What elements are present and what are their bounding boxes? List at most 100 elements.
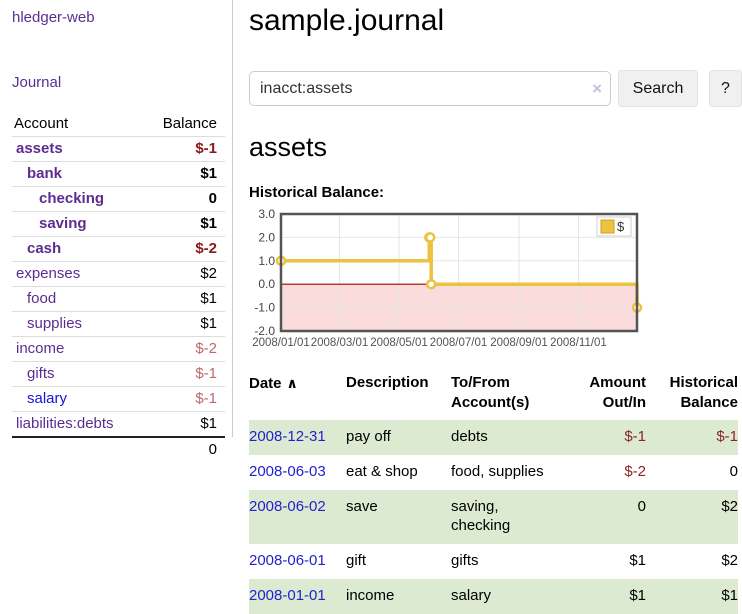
register-table: Date ∧ Description To/From Account(s) Amou… — [249, 370, 738, 614]
legend-swatch — [600, 219, 615, 234]
sidebar-account-balance: $2 — [200, 265, 217, 282]
sidebar-account-balance: $-2 — [195, 340, 217, 357]
register-amount: $-2 — [624, 463, 646, 480]
sidebar-account-link[interactable]: liabilities:debts — [16, 415, 114, 432]
y-tick-label: 0.0 — [258, 277, 275, 291]
sort-ascending-icon: ∧ — [286, 375, 298, 391]
search-input[interactable] — [249, 71, 611, 106]
sidebar-account-balance: $-2 — [195, 240, 217, 257]
register-balance: $2 — [721, 498, 738, 515]
sidebar-account-row: bank $1 — [12, 161, 225, 186]
register-balance: 0 — [729, 463, 738, 480]
sidebar-account-link[interactable]: gifts — [27, 365, 55, 382]
y-tick-label: 1.0 — [258, 254, 275, 268]
sidebar-account-link[interactable]: checking — [39, 190, 105, 207]
register-date-link[interactable]: 2008-01-01 — [249, 587, 326, 604]
balance-column-header: Balance — [162, 115, 217, 132]
sidebar-account-row: gifts $-1 — [12, 361, 225, 386]
sidebar: hledger-web Journal Account Balance asse… — [0, 0, 233, 458]
main-content: sample.journal × Search ? assets Histori… — [249, 0, 742, 614]
register-amount: $1 — [629, 587, 646, 604]
register-row: 2008-06-01 gift gifts $1 $2 — [249, 544, 738, 579]
sidebar-account-row: saving $1 — [12, 211, 225, 236]
y-tick-label: 3.0 — [258, 207, 275, 221]
register-amount: $1 — [629, 552, 646, 569]
sidebar-account-balance: $1 — [200, 315, 217, 332]
sidebar-account-row: liabilities:debts $1 — [12, 411, 225, 436]
sidebar-account-row: assets $-1 — [12, 136, 225, 161]
register-row: 2008-01-01 income salary $1 $1 — [249, 579, 738, 614]
sidebar-account-link[interactable]: bank — [27, 165, 63, 182]
clear-search-icon[interactable]: × — [592, 79, 602, 98]
sidebar-account-balance: $1 — [200, 215, 217, 232]
y-tick-label: -2.0 — [254, 324, 275, 338]
register-accounts: food, supplies — [451, 463, 544, 480]
register-row: 2008-06-03 eat & shop food, supplies $-2… — [249, 455, 738, 490]
app-title-link[interactable]: hledger-web — [12, 9, 95, 26]
register-accounts: gifts — [451, 552, 479, 569]
sidebar-account-link[interactable]: cash — [27, 240, 62, 257]
data-point-marker — [425, 278, 437, 290]
register-description: gift — [346, 552, 367, 569]
sidebar-account-link[interactable]: income — [16, 340, 65, 357]
register-date-link[interactable]: 2008-06-01 — [249, 552, 326, 569]
sidebar-account-link[interactable]: expenses — [16, 265, 81, 282]
register-accounts: debts — [451, 428, 488, 445]
search-form: × Search ? — [249, 70, 742, 107]
x-tick-label: 2008/01/01 — [252, 337, 310, 349]
chart-title: Historical Balance: — [249, 184, 385, 201]
register-accounts: salary — [451, 587, 492, 604]
x-tick-label: 2008/11/01 — [550, 337, 607, 349]
search-button[interactable]: Search — [618, 70, 698, 107]
sidebar-item-journal[interactable]: Journal — [12, 74, 62, 91]
amount-column-header: Amount Out/In — [589, 374, 646, 411]
register-description: eat & shop — [346, 463, 418, 480]
register-balance: $-1 — [716, 428, 738, 445]
sidebar-account-link[interactable]: salary — [27, 390, 68, 407]
register-description: pay off — [346, 428, 391, 445]
register-amount: 0 — [637, 498, 646, 515]
register-accounts: saving, checking — [451, 498, 511, 534]
historical-balance-chart: $3.0 2.0 1.0 0.0 -1.0 -2.0 2008/01/01 2008/03/0… — [249, 207, 649, 355]
x-tick-label: 2008/05/01 — [370, 337, 428, 349]
sidebar-account-row: income $-2 — [12, 336, 225, 361]
register-amount: $-1 — [624, 428, 646, 445]
account-heading: assets — [249, 132, 328, 162]
register-date-link[interactable]: 2008-06-02 — [249, 498, 326, 515]
data-point-marker — [424, 232, 436, 243]
register-date-link[interactable]: 2008-12-31 — [249, 428, 326, 445]
legend-label: $ — [617, 219, 625, 234]
sidebar-account-balance: $-1 — [195, 140, 217, 157]
balance-column-header: Historical Balance — [669, 374, 738, 411]
register-date-link[interactable]: 2008-06-03 — [249, 463, 326, 480]
sidebar-account-link[interactable]: assets — [16, 140, 63, 157]
register-description: income — [346, 587, 395, 604]
sidebar-account-link[interactable]: food — [27, 290, 57, 307]
description-column-header: Description — [346, 374, 429, 391]
x-tick-label: 2008/07/01 — [430, 337, 488, 349]
register-balance: $1 — [721, 587, 738, 604]
x-tick-label: 2008/03/01 — [311, 337, 369, 349]
register-description: save — [346, 498, 378, 515]
sidebar-account-link[interactable]: supplies — [27, 315, 83, 332]
help-button[interactable]: ? — [709, 70, 742, 107]
y-tick-label: 2.0 — [258, 230, 275, 244]
register-row: 2008-06-02 save saving, checking 0 $2 — [249, 490, 738, 544]
accounts-column-header: To/From Account(s) — [451, 374, 530, 411]
register-row: 2008-12-31 pay off debts $-1 $-1 — [249, 420, 738, 455]
sidebar-account-balance: $1 — [200, 290, 217, 307]
accounts-total-value: 0 — [208, 441, 217, 458]
sidebar-account-balance: $1 — [200, 415, 217, 432]
date-column-header: Date ∧ — [249, 375, 298, 392]
sidebar-account-link[interactable]: saving — [39, 215, 87, 232]
account-column-header: Account — [14, 115, 69, 132]
accounts-table: Account Balance assets $-1 bank $1 check… — [12, 112, 225, 462]
plot-border — [279, 212, 639, 333]
y-tick-label: -1.0 — [254, 301, 275, 315]
sidebar-account-row: cash $-2 — [12, 236, 225, 261]
sidebar-account-row: checking 0 — [12, 186, 225, 211]
register-header-row: Date ∧ Description To/From Account(s) Amou… — [249, 370, 738, 420]
sidebar-account-balance: 0 — [208, 190, 217, 207]
x-tick-label: 2008/09/01 — [490, 337, 548, 349]
